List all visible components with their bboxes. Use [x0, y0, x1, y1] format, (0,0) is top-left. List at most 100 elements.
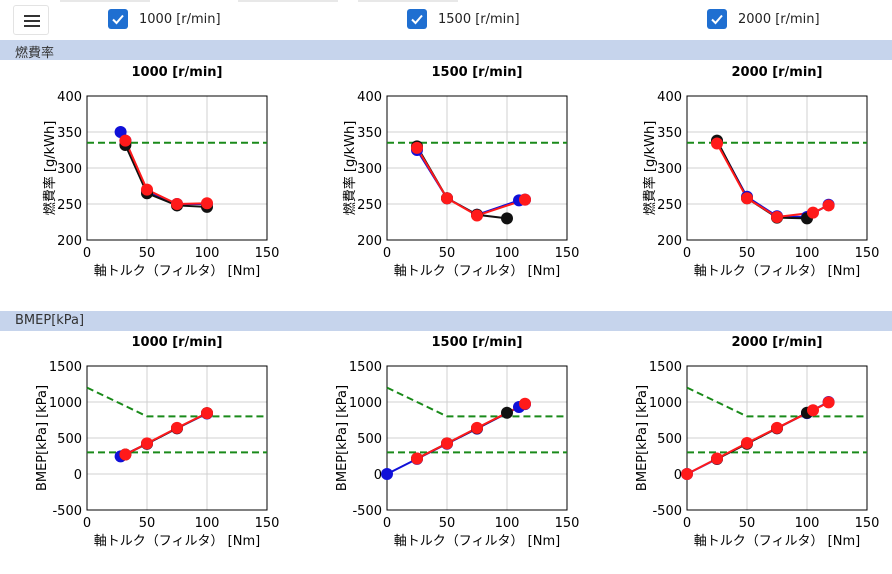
y-tick-label: 500 — [57, 432, 82, 447]
x-tick-label: 0 — [383, 246, 391, 261]
y-axis-label: BMEP[kPa] [kPa] — [335, 385, 350, 491]
series-line-red — [416, 402, 526, 460]
chart-fuel-2 — [686, 95, 868, 241]
y-tick-label: 1500 — [349, 360, 382, 375]
y-axis-label: BMEP[kPa] [kPa] — [35, 385, 50, 491]
hamburger-icon — [24, 15, 40, 17]
hamburger-icon — [24, 20, 40, 22]
data-point-red — [741, 437, 753, 450]
chart-title: 1500 [r/min] — [431, 65, 522, 80]
x-tick-label: 150 — [555, 246, 580, 261]
section-title: 燃費率 — [15, 46, 55, 61]
data-point-red — [807, 404, 819, 417]
y-tick-label: 1500 — [49, 360, 82, 375]
x-axis-label: 軸トルク（フィルタ） [Nm] — [694, 534, 860, 549]
chart-bmep-0 — [86, 365, 268, 511]
x-axis-label: 軸トルク（フィルタ） [Nm] — [394, 264, 560, 279]
x-tick-label: 150 — [555, 516, 580, 531]
data-point-red — [711, 137, 723, 150]
data-point-red — [711, 452, 723, 465]
y-tick-label: 0 — [74, 468, 82, 483]
y-tick-label: 500 — [357, 432, 382, 447]
data-point-red — [807, 206, 819, 219]
x-tick-label: 150 — [255, 246, 280, 261]
data-point-red — [411, 141, 423, 154]
x-tick-label: 0 — [683, 246, 691, 261]
x-tick-label: 0 — [83, 246, 91, 261]
y-axis-label: 燃費率 [g/kWh] — [42, 121, 58, 216]
section-header-bmep: BMEP[kPa] — [0, 311, 892, 331]
data-point-red — [201, 407, 213, 420]
checkbox-checked-icon[interactable] — [108, 9, 128, 29]
checkbox-checked-icon[interactable] — [407, 9, 427, 29]
x-tick-label: 50 — [439, 516, 456, 531]
data-point-red — [471, 421, 483, 434]
y-tick-label: 250 — [57, 198, 82, 213]
y-tick-label: 500 — [657, 432, 682, 447]
y-tick-label: -500 — [352, 504, 382, 519]
menu-button[interactable] — [13, 5, 49, 35]
chart-fuel-1 — [386, 95, 568, 241]
data-point-red — [441, 192, 453, 205]
chart-title: 2000 [r/min] — [731, 65, 822, 80]
x-tick-label: 150 — [855, 246, 880, 261]
data-point-red — [471, 209, 483, 222]
x-tick-label: 0 — [83, 516, 91, 531]
x-tick-label: 150 — [255, 516, 280, 531]
plot-frame — [86, 365, 268, 511]
series-line-red — [124, 140, 208, 206]
y-tick-label: 250 — [357, 198, 382, 213]
plot-frame — [686, 365, 868, 511]
checkbox-1500rpm[interactable]: 1500 [r/min] — [407, 8, 520, 30]
top-toolbar: 1000 [r/min] 1500 [r/min] 2000 [r/min] — [0, 0, 892, 40]
data-point-red — [822, 396, 835, 409]
series-line-red — [124, 412, 208, 456]
chart-bmep-1 — [381, 365, 568, 511]
tab-ghost — [238, 0, 338, 2]
series-line-blue — [716, 140, 830, 218]
checkbox-label: 1000 [r/min] — [139, 11, 221, 27]
x-tick-label: 100 — [795, 516, 820, 531]
chart-fuel-0 — [86, 95, 268, 241]
data-point-red — [771, 210, 783, 223]
x-tick-label: 50 — [139, 246, 156, 261]
x-axis-label: 軸トルク（フィルタ） [Nm] — [394, 534, 560, 549]
y-tick-label: 300 — [357, 162, 382, 177]
data-point-red — [171, 421, 183, 434]
data-point-red — [411, 452, 423, 465]
chart-title: 1500 [r/min] — [431, 335, 522, 350]
x-tick-label: 50 — [439, 246, 456, 261]
y-tick-label: 200 — [657, 234, 682, 249]
y-tick-label: 350 — [357, 126, 382, 141]
series-line-red — [716, 143, 830, 218]
data-point-red — [771, 421, 783, 434]
x-tick-label: 150 — [855, 516, 880, 531]
checkbox-2000rpm[interactable]: 2000 [r/min] — [707, 8, 820, 30]
data-point-red — [141, 183, 153, 196]
x-tick-label: 50 — [139, 516, 156, 531]
data-point-black — [501, 212, 513, 225]
y-tick-label: 200 — [57, 234, 82, 249]
limit-line — [386, 386, 567, 418]
y-axis-label: 燃費率 [g/kWh] — [342, 121, 358, 216]
limit-line — [86, 386, 267, 418]
data-point-red — [141, 437, 153, 450]
data-point-blue — [381, 468, 393, 480]
checkbox-1000rpm[interactable]: 1000 [r/min] — [108, 8, 221, 30]
plot-frame — [386, 365, 568, 511]
x-tick-label: 100 — [795, 246, 820, 261]
section-header-fuel: 燃費率 — [0, 40, 892, 61]
checkbox-label: 2000 [r/min] — [738, 11, 820, 27]
y-tick-label: 250 — [657, 198, 682, 213]
series-line-red — [416, 147, 526, 217]
checkbox-checked-icon[interactable] — [707, 9, 727, 29]
tab-ghost — [60, 0, 150, 2]
data-point-red — [171, 198, 183, 210]
x-axis-label: 軸トルク（フィルタ） [Nm] — [694, 264, 860, 279]
y-axis-label: 燃費率 [g/kWh] — [642, 121, 658, 216]
data-point-red — [681, 468, 693, 480]
section-title: BMEP[kPa] — [15, 313, 85, 328]
x-tick-label: 50 — [739, 516, 756, 531]
data-point-red — [119, 134, 132, 147]
